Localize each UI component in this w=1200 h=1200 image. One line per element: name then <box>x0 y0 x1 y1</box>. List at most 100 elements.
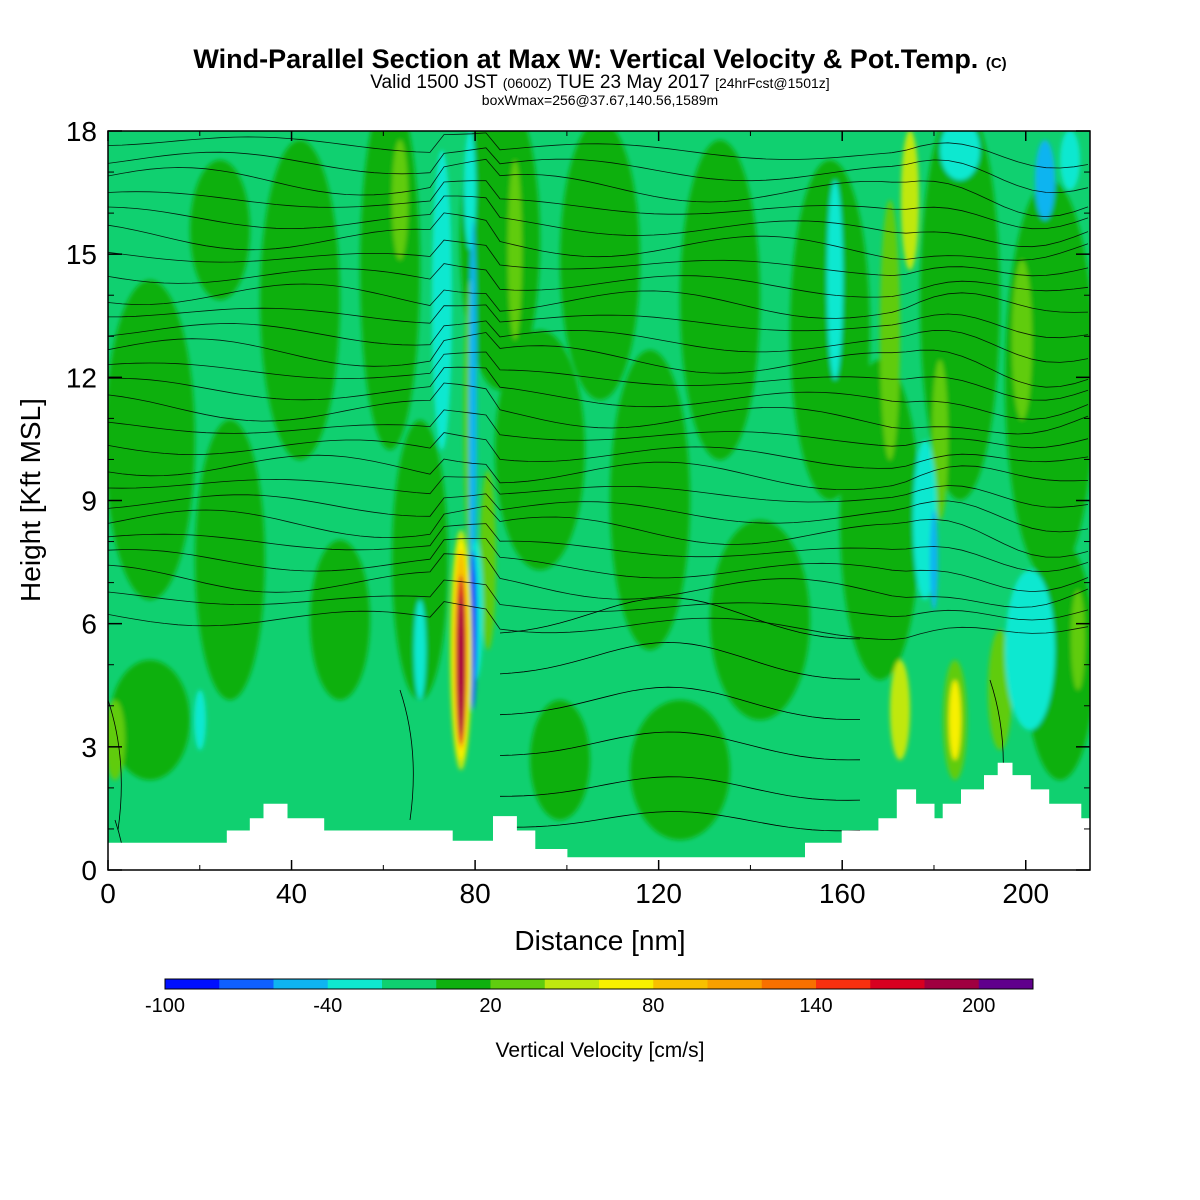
colorbar-swatch <box>544 979 600 989</box>
pot-temp-contour <box>399 689 414 821</box>
velocity-cell <box>880 200 900 460</box>
x-tick-label: 160 <box>819 878 866 909</box>
forecast-label: [24hrFcst@1501z] <box>715 75 830 91</box>
pot-temp-contour <box>108 409 1089 449</box>
x-tick-label: 120 <box>635 878 682 909</box>
colorbar-swatch <box>490 979 546 989</box>
x-tick-label: 0 <box>100 878 116 909</box>
axes: 0 40 80 120 160 200 0 3 6 9 12 15 18 <box>66 116 1090 909</box>
colorbar-swatch <box>978 979 1034 989</box>
pot-temp-contour <box>499 597 861 640</box>
pot-temp-contour <box>108 147 1089 194</box>
colorbar-tick-label: 140 <box>799 995 832 1017</box>
pot-temp-contour <box>108 158 1089 218</box>
x-tick-label: 80 <box>460 878 491 909</box>
y-tick-label: 15 <box>66 239 97 270</box>
colorbar-tick-label: -40 <box>313 995 342 1017</box>
pot-temp-contour <box>108 382 1089 435</box>
velocity-cell <box>560 131 640 400</box>
velocity-cell <box>110 660 190 780</box>
velocity-cell <box>890 660 910 760</box>
pot-temp-contour <box>108 476 1089 508</box>
colorbar-swatch <box>870 979 925 989</box>
velocity-cell <box>949 680 961 760</box>
velocity-cell <box>472 570 476 670</box>
velocity-cell <box>194 690 206 750</box>
colorbar-swatch <box>653 979 708 989</box>
pot-temp-contour <box>108 454 1089 491</box>
pot-temp-contour <box>108 304 1089 339</box>
velocity-cell <box>508 160 522 340</box>
pot-temp-contour <box>108 132 1089 169</box>
velocity-cell <box>392 140 408 260</box>
plot-area <box>108 131 1090 870</box>
velocity-cell <box>1012 260 1032 420</box>
velocity-cell <box>480 470 496 650</box>
y-tick-label: 18 <box>66 116 97 147</box>
colorbar-swatch <box>273 979 329 989</box>
colorbar-swatch <box>436 979 491 989</box>
velocity-cell <box>1005 570 1055 730</box>
velocity-cell <box>1060 131 1080 190</box>
pot-temp-contour <box>108 263 1089 298</box>
pot-temp-contour <box>108 239 1089 277</box>
pot-temp-contour <box>108 601 1089 641</box>
velocity-cell <box>827 180 843 380</box>
pot-temp-contour <box>499 776 861 801</box>
colorbar-swatch <box>219 979 274 989</box>
velocity-cell <box>940 131 980 180</box>
velocity-cell <box>392 420 448 700</box>
pot-temp-contour <box>499 731 861 761</box>
velocity-cell <box>710 520 810 720</box>
velocity-cell <box>530 700 590 820</box>
colorbar-tick-label: -100 <box>145 995 185 1017</box>
valid-time-line: Valid 1500 JST (0600Z) TUE 23 May 2017 [… <box>0 72 1200 94</box>
pot-temp-contour <box>108 283 1089 319</box>
pot-temp-contour <box>499 811 861 832</box>
colorbar-swatch <box>382 979 437 989</box>
colorbar-swatch <box>707 979 763 989</box>
pot-temp-contour <box>108 332 1089 388</box>
velocity-cell <box>458 595 464 735</box>
y-tick-label: 6 <box>81 609 97 640</box>
x-axis-title: Distance [nm] <box>514 925 685 956</box>
pot-temp-contour <box>108 699 122 831</box>
velocity-cell <box>630 700 730 840</box>
title-text: Wind-Parallel Section at Max W: Vertical… <box>193 44 979 74</box>
velocity-cell <box>840 360 920 680</box>
velocity-cell <box>610 350 690 650</box>
valid-utc: (0600Z) <box>502 75 552 91</box>
terrain-mask <box>108 762 1090 870</box>
pot-temp-contour <box>108 351 1089 401</box>
velocity-cell <box>1035 140 1055 220</box>
y-tick-label: 12 <box>66 362 97 393</box>
pot-temp-contour <box>108 505 1089 558</box>
pot-temp-contour <box>499 641 861 680</box>
chart-title: Wind-Parallel Section at Max W: Vertical… <box>0 44 1200 75</box>
copyright-mark: (C) <box>985 55 1007 72</box>
velocity-cell <box>190 160 250 300</box>
velocity-cell <box>414 600 426 700</box>
colorbar: -100 -40 20 80 140 200 <box>145 978 1034 1017</box>
velocity-cell <box>195 420 265 700</box>
colorbar-label: Vertical Velocity [cm/s] <box>496 1039 705 1062</box>
colorbar-swatch <box>327 979 383 989</box>
y-tick-label: 3 <box>81 732 97 763</box>
pot-temp-contour <box>108 212 1089 261</box>
velocity-cell <box>260 140 340 460</box>
colorbar-swatch <box>165 979 220 989</box>
colorbar-frame <box>164 978 1034 990</box>
pot-temp-contour <box>108 432 1089 469</box>
pot-temp-contour <box>499 686 860 720</box>
pot-temp-contour <box>108 180 1089 230</box>
velocity-cell <box>1071 590 1085 690</box>
velocity-cell <box>495 330 585 570</box>
potential-temperature-contours <box>108 132 1089 870</box>
pot-temp-contour <box>108 366 1089 420</box>
colorbar-swatch <box>599 979 654 989</box>
pot-temp-contour <box>108 553 1089 608</box>
velocity-cell <box>901 131 919 270</box>
velocity-cell <box>930 510 938 610</box>
velocity-cell <box>932 360 948 520</box>
